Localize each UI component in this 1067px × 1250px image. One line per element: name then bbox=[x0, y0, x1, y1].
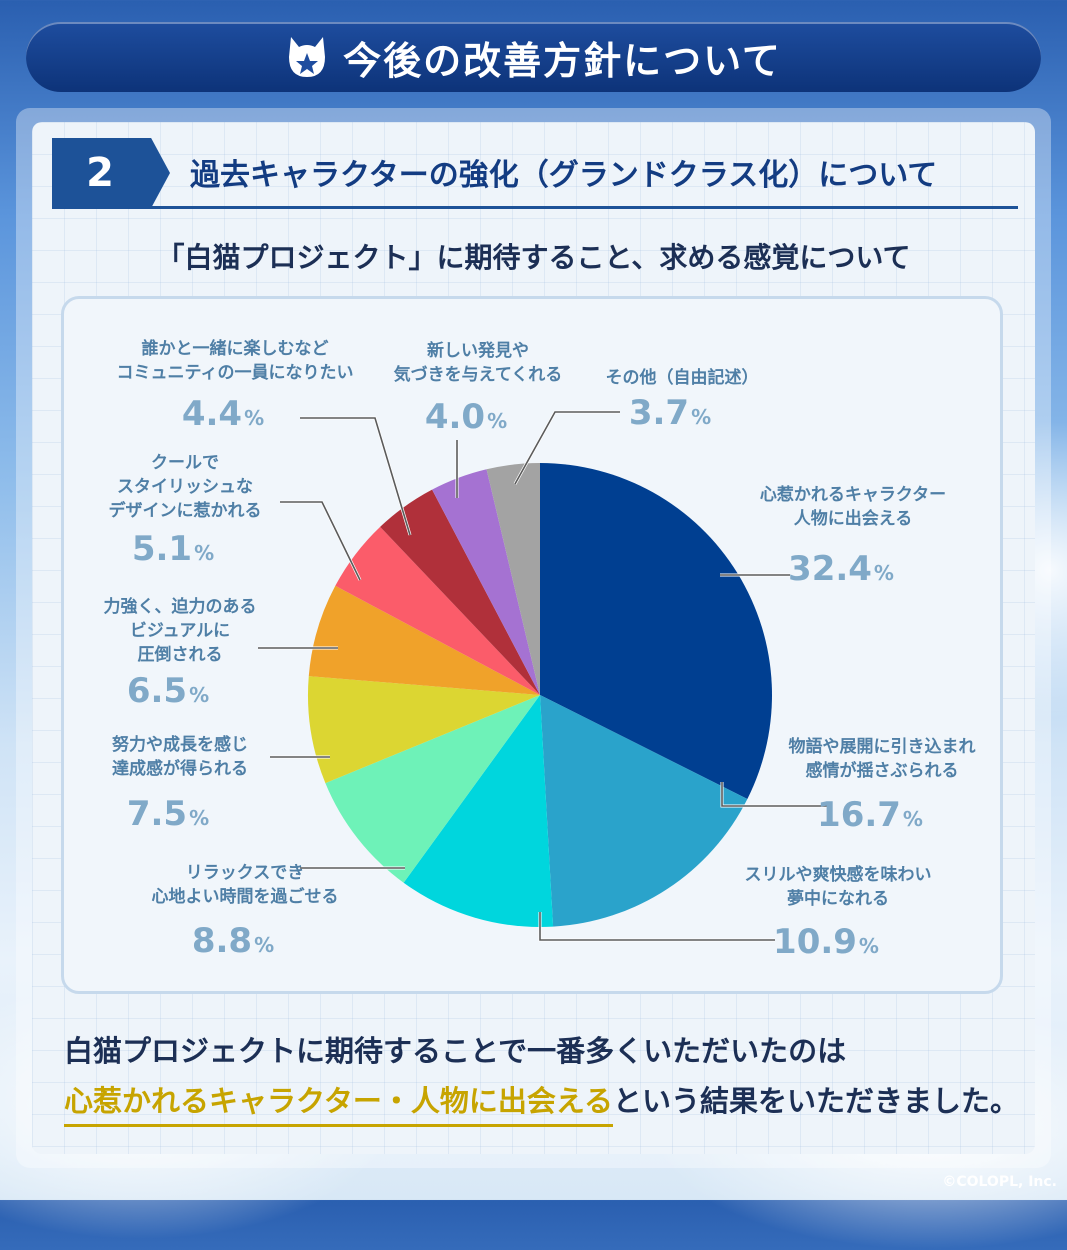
page-title: 今後の改善方針について bbox=[343, 38, 782, 83]
pie-slice-5 bbox=[308, 585, 540, 695]
summary-line-1: 白猫プロジェクトに期待することで一番多くいただいたのは bbox=[64, 1034, 847, 1068]
slice-label-4-1: 達成感が得られる bbox=[112, 758, 248, 779]
pie-slice-4 bbox=[307, 676, 540, 784]
section-divider bbox=[52, 206, 1018, 209]
slice-label-2-0: スリルや爽快感を味わい bbox=[745, 864, 932, 885]
pie-slice-7 bbox=[380, 489, 540, 695]
slice-label-6-2: デザインに惹かれる bbox=[109, 500, 262, 521]
slice-label-5-1: ビジュアルに bbox=[130, 621, 230, 641]
slice-label-6-1: スタイリッシュな bbox=[117, 477, 253, 497]
leader-line-stroke-2 bbox=[539, 912, 775, 941]
slice-label-1-1: 感情が揺さぶられる bbox=[806, 760, 959, 781]
section-title: 過去キャラクターの強化（グランドクラス化）について bbox=[190, 158, 938, 193]
summary-line-2-rest: という結果をいただきました。 bbox=[612, 1084, 1019, 1118]
slice-label-8-0: 新しい発見や bbox=[427, 340, 529, 361]
slice-value-5: 6.5% bbox=[127, 671, 209, 711]
slice-label-7-1: コミュニティの一員になりたい bbox=[117, 363, 354, 383]
slice-value-3: 8.8% bbox=[192, 921, 274, 961]
pie-slice-3 bbox=[325, 695, 540, 883]
slice-value-6: 5.1% bbox=[132, 529, 214, 569]
pie-slice-6 bbox=[335, 526, 540, 695]
slice-value-4: 7.5% bbox=[127, 794, 209, 834]
slice-label-7-0: 誰かと一緒に楽しむなど bbox=[142, 338, 329, 359]
slice-label-3-1: 心地よい時間を過ごせる bbox=[152, 886, 339, 907]
header-banner: 今後の改善方針について bbox=[26, 22, 1041, 92]
slice-label-5-2: 圧倒される bbox=[138, 645, 223, 665]
slice-label-4-0: 努力や成長を感じ bbox=[112, 734, 248, 755]
copyright-text: ©COLOPL, Inc. bbox=[942, 1174, 1057, 1190]
leader-line-stroke-6 bbox=[280, 501, 361, 581]
summary-line-2: 心惹かれるキャラクター・人物に出会えるという結果をいただきました。 bbox=[64, 1078, 1019, 1127]
cat-emblem-icon bbox=[289, 37, 326, 77]
slice-value-0: 32.4% bbox=[788, 549, 894, 589]
slice-label-8-1: 気づきを与えてくれる bbox=[393, 364, 563, 385]
slice-label-2-1: 夢中になれる bbox=[787, 888, 889, 909]
slice-label-1-0: 物語や展開に引き込まれ bbox=[789, 736, 976, 757]
slice-value-2: 10.9% bbox=[773, 922, 879, 962]
leader-line-stroke-7 bbox=[300, 417, 411, 536]
pie-slice-2 bbox=[403, 695, 554, 928]
slice-value-9: 3.7% bbox=[629, 393, 711, 433]
leader-line-stroke-1 bbox=[721, 782, 830, 807]
slice-value-8: 4.0% bbox=[425, 397, 507, 437]
slice-value-1: 16.7% bbox=[817, 795, 923, 835]
pie-slice-8 bbox=[432, 469, 540, 695]
slice-label-3-0: リラックスでき bbox=[186, 863, 305, 883]
slice-label-6-0: クールで bbox=[151, 453, 219, 473]
leader-line-stroke-9 bbox=[514, 411, 620, 485]
slice-label-0-0: 心惹かれるキャラクター bbox=[760, 485, 946, 505]
slice-label-0-1: 人物に出会える bbox=[794, 508, 913, 529]
slice-value-7: 4.4% bbox=[182, 394, 264, 434]
summary-highlight: 心惹かれるキャラクター・人物に出会える bbox=[64, 1084, 613, 1127]
pie-slice-0 bbox=[540, 463, 772, 800]
pie-slice-1 bbox=[540, 695, 748, 927]
pie-slice-9 bbox=[486, 463, 540, 695]
slice-label-5-0: 力強く、迫力のある bbox=[104, 596, 257, 617]
slice-label-9-0: その他（自由記述） bbox=[606, 367, 759, 388]
section-number: 2 bbox=[52, 138, 170, 208]
chart-title: 「白猫プロジェクト」に期待すること、求める感覚について bbox=[156, 241, 911, 274]
